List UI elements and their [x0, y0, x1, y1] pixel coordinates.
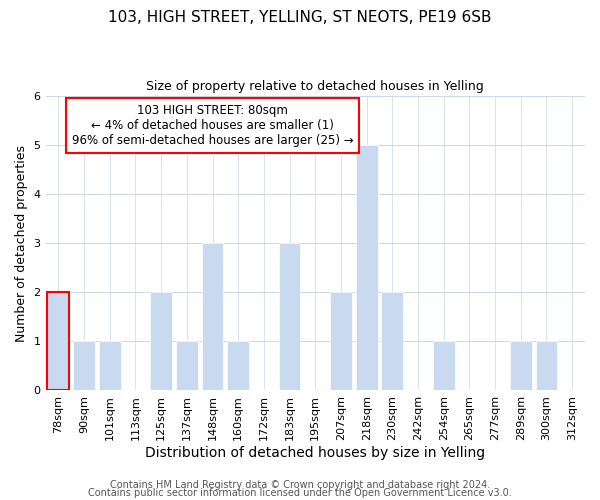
- Bar: [356, 144, 377, 390]
- Bar: [202, 243, 223, 390]
- Bar: [536, 342, 557, 390]
- Bar: [99, 342, 121, 390]
- Bar: [382, 292, 403, 390]
- X-axis label: Distribution of detached houses by size in Yelling: Distribution of detached houses by size …: [145, 446, 485, 460]
- Text: 103 HIGH STREET: 80sqm
← 4% of detached houses are smaller (1)
96% of semi-detac: 103 HIGH STREET: 80sqm ← 4% of detached …: [72, 104, 353, 148]
- Bar: [330, 292, 352, 390]
- Bar: [433, 342, 455, 390]
- Text: 103, HIGH STREET, YELLING, ST NEOTS, PE19 6SB: 103, HIGH STREET, YELLING, ST NEOTS, PE1…: [108, 10, 492, 25]
- Bar: [73, 342, 95, 390]
- Text: Contains HM Land Registry data © Crown copyright and database right 2024.: Contains HM Land Registry data © Crown c…: [110, 480, 490, 490]
- Bar: [227, 342, 249, 390]
- Bar: [150, 292, 172, 390]
- Y-axis label: Number of detached properties: Number of detached properties: [15, 144, 28, 342]
- Bar: [510, 342, 532, 390]
- Text: Contains public sector information licensed under the Open Government Licence v3: Contains public sector information licen…: [88, 488, 512, 498]
- Bar: [278, 243, 301, 390]
- Title: Size of property relative to detached houses in Yelling: Size of property relative to detached ho…: [146, 80, 484, 93]
- Bar: [176, 342, 198, 390]
- Bar: [47, 292, 70, 390]
